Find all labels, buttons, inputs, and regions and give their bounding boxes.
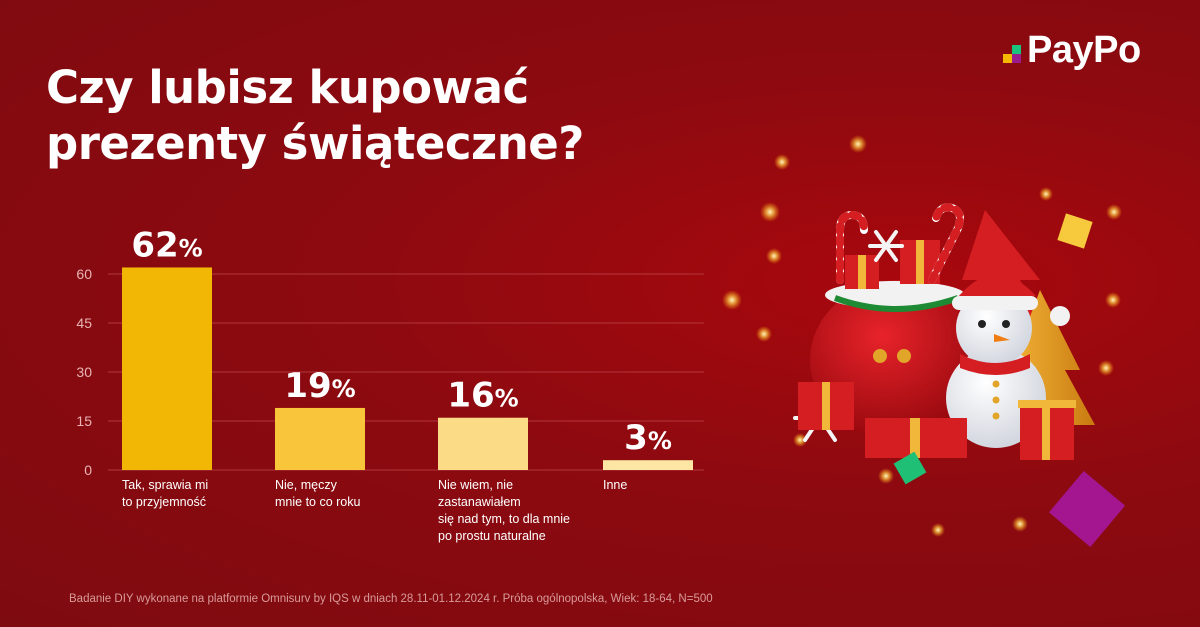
value-label: 3% [624, 418, 672, 458]
bar [438, 417, 528, 470]
title-line-1: Czy lubisz kupować [46, 61, 529, 114]
christmas-illustration [722, 135, 1126, 548]
santa-sack-icon [810, 240, 990, 440]
y-axis: 0 15 30 45 60 [76, 266, 92, 478]
x-tick-label: Inne [603, 478, 627, 492]
sparkles-icon [722, 135, 1122, 537]
x-tick-label: Tak, sprawia mi to przyjemność [122, 478, 208, 509]
y-tick-label: 0 [84, 462, 92, 478]
bar [275, 407, 365, 470]
confetti-purple-icon [1048, 470, 1126, 548]
bar [603, 460, 693, 470]
value-label: 19% [284, 366, 355, 406]
bar [122, 267, 212, 470]
chart-bars [122, 267, 693, 470]
gift-box-icon [798, 382, 1076, 460]
bar-chart: 0 15 30 45 60 62% 19% 16% 3% Tak, sprawia mi to … [76, 225, 704, 543]
y-tick-label: 60 [76, 266, 92, 282]
value-label: 62% [131, 225, 202, 265]
y-tick-label: 45 [76, 315, 92, 331]
candy-cane-icon [836, 203, 964, 284]
paypo-logo: PayPo [1003, 30, 1141, 70]
x-axis-labels: Tak, sprawia mi to przyjemność Nie, męczy m… [122, 478, 627, 543]
value-labels: 62% 19% 16% 3% [131, 225, 672, 458]
x-tick-label: Nie wiem, nie zastanawiałem się nad tym, t… [438, 478, 570, 543]
survey-footnote: Badanie DIY wykonane na platformie Omnis… [69, 593, 713, 605]
paypo-logo-mark-icon [1003, 35, 1021, 65]
y-tick-label: 30 [76, 364, 92, 380]
x-tick-label: Nie, męczy mnie to co roku [275, 478, 361, 509]
confetti-yellow-icon [1057, 213, 1093, 249]
title-line-2: prezenty świąteczne? [46, 117, 584, 170]
value-label: 16% [447, 376, 518, 416]
page-title: Czy lubisz kupować prezenty świąteczne? [46, 60, 584, 172]
confetti-green-icon [893, 451, 927, 485]
paypo-logo-text: PayPo [1027, 29, 1141, 71]
y-tick-label: 15 [76, 413, 92, 429]
